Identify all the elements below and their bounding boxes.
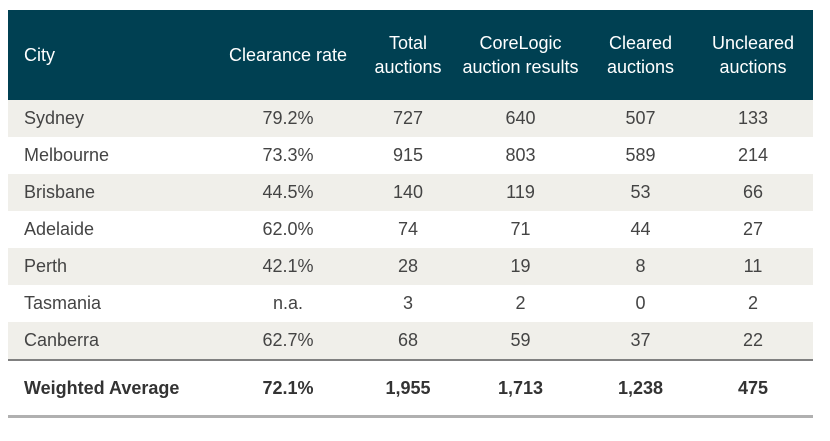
table-row: Adelaide 62.0% 74 71 44 27 xyxy=(8,211,813,248)
total-corelogic-results: 1,713 xyxy=(453,360,588,418)
cell-uncleared-auctions: 66 xyxy=(693,174,813,211)
cell-clearance-rate: n.a. xyxy=(272,293,304,313)
cell-total-auctions: 68 xyxy=(363,322,453,361)
cell-total-auctions: 915 xyxy=(392,145,424,165)
table-row: Perth 42.1% 28 19 8 11 xyxy=(8,248,813,285)
cell-total-auctions: 3 xyxy=(402,293,413,313)
table-row: Melbourne 73.3% 915 803 589 214 xyxy=(8,137,813,174)
cell-clearance-rate: 62.7% xyxy=(213,322,363,361)
cell-city: Melbourne xyxy=(24,145,110,165)
cell-total-auctions: 727 xyxy=(363,100,453,137)
cell-corelogic-results: 803 xyxy=(505,145,536,165)
cell-corelogic-results: 19 xyxy=(453,248,588,285)
header-city: City xyxy=(8,10,213,100)
header-cleared-auctions: Cleared auctions xyxy=(588,10,693,100)
cell-total-auctions: 28 xyxy=(363,248,453,285)
header-row: City Clearance rate Total auctions CoreL… xyxy=(8,10,813,100)
cell-clearance-rate: 73.3% xyxy=(262,145,314,165)
total-city: Weighted Average xyxy=(8,360,213,418)
cell-clearance-rate: 44.5% xyxy=(213,174,363,211)
cell-uncleared-auctions: 2 xyxy=(747,293,758,313)
total-uncleared-auctions: 475 xyxy=(693,360,813,418)
cell-cleared-auctions: 589 xyxy=(625,145,656,165)
cell-city: Perth xyxy=(8,248,213,285)
cell-total-auctions: 74 xyxy=(397,219,419,239)
cell-cleared-auctions: 507 xyxy=(588,100,693,137)
cell-cleared-auctions: 37 xyxy=(588,322,693,361)
cell-corelogic-results: 119 xyxy=(453,174,588,211)
table-row: Canberra 62.7% 68 59 37 22 xyxy=(8,322,813,361)
cell-city: Canberra xyxy=(8,322,213,361)
total-total-auctions: 1,955 xyxy=(363,360,453,418)
header-clearance-rate: Clearance rate xyxy=(213,10,363,100)
cell-city: Tasmania xyxy=(24,293,102,313)
cell-corelogic-results: 640 xyxy=(453,100,588,137)
cell-uncleared-auctions: 22 xyxy=(693,322,813,361)
header-corelogic-results: CoreLogic auction results xyxy=(453,10,588,100)
total-clearance-rate: 72.1% xyxy=(213,360,363,418)
cell-corelogic-results: 71 xyxy=(510,219,531,239)
cell-clearance-rate: 42.1% xyxy=(213,248,363,285)
cell-total-auctions: 140 xyxy=(363,174,453,211)
total-cleared-auctions: 1,238 xyxy=(588,360,693,418)
header-uncleared-auctions: Uncleared auctions xyxy=(693,10,813,100)
cell-clearance-rate: 62.0% xyxy=(262,219,314,239)
cell-uncleared-auctions: 214 xyxy=(737,145,769,165)
cell-corelogic-results: 2 xyxy=(515,293,526,313)
cell-cleared-auctions: 53 xyxy=(588,174,693,211)
cell-cleared-auctions: 44 xyxy=(630,219,651,239)
cell-uncleared-auctions: 133 xyxy=(693,100,813,137)
table-row: Tasmania n.a. 3 2 0 2 xyxy=(8,285,813,322)
cell-clearance-rate: 79.2% xyxy=(213,100,363,137)
cell-uncleared-auctions: 11 xyxy=(693,248,813,285)
cell-corelogic-results: 59 xyxy=(453,322,588,361)
cell-uncleared-auctions: 27 xyxy=(742,219,764,239)
auction-results-table: City Clearance rate Total auctions CoreL… xyxy=(8,10,813,418)
table-row: Sydney 79.2% 727 640 507 133 xyxy=(8,100,813,137)
weighted-average-row: Weighted Average 72.1% 1,955 1,713 1,238 475 xyxy=(8,360,813,418)
cell-cleared-auctions: 8 xyxy=(588,248,693,285)
cell-city: Sydney xyxy=(8,100,213,137)
table-row: Brisbane 44.5% 140 119 53 66 xyxy=(8,174,813,211)
cell-city: Adelaide xyxy=(24,219,95,239)
cell-cleared-auctions: 0 xyxy=(635,293,646,313)
header-total-auctions: Total auctions xyxy=(363,10,453,100)
cell-city: Brisbane xyxy=(8,174,213,211)
